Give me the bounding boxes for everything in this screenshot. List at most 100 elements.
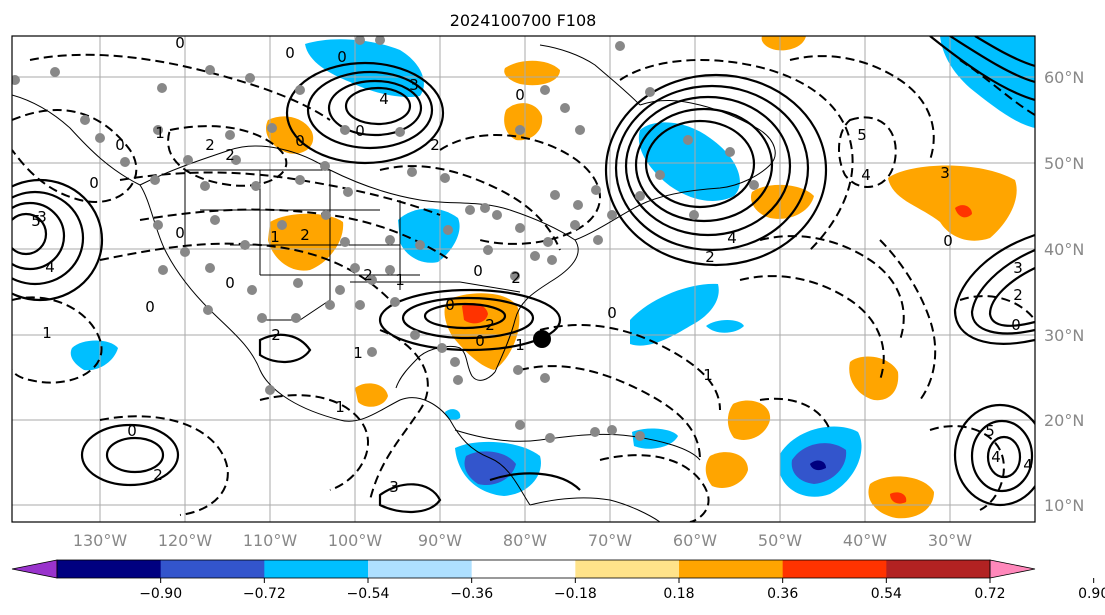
contour-label: 2: [1013, 286, 1023, 304]
contour-label: 1: [395, 271, 405, 289]
lon-label: 40°W: [843, 531, 887, 550]
contour-label: 2: [153, 466, 163, 484]
colorbar-bin: [160, 560, 265, 578]
colorbar-bin: [471, 560, 576, 578]
colorbar-bin: [57, 560, 162, 578]
contour-label: 0: [175, 224, 185, 242]
solid-contours: [12, 36, 1035, 514]
positive-anomaly-area: [355, 383, 388, 407]
contour-label: 0: [1011, 316, 1021, 334]
negative-anomaly-area: [70, 340, 118, 371]
contour-label: 0: [175, 34, 185, 52]
lon-label: 120°W: [158, 531, 213, 550]
lon-label: 50°W: [758, 531, 802, 550]
negative-anomaly-area: [445, 409, 461, 420]
contour-label: 2: [225, 146, 235, 164]
contour-label: 2: [205, 136, 215, 154]
contour-label: 5: [857, 126, 867, 144]
contour-label: 1: [42, 324, 52, 342]
contour-label: 0: [445, 296, 455, 314]
contour-label: 0: [337, 48, 347, 66]
contour-label: 1: [335, 398, 345, 416]
positive-anomaly-area: [265, 116, 314, 154]
lon-label: 110°W: [243, 531, 298, 550]
positive-anomaly-area: [890, 492, 907, 504]
lon-label: 130°W: [73, 531, 128, 550]
negative-anomaly-area: [810, 460, 826, 471]
colorbar-frame: [56, 559, 991, 579]
colorbar-bin: [368, 560, 473, 578]
negative-anomaly-area: [638, 122, 740, 201]
lon-label: 60°W: [673, 531, 717, 550]
contour-label: 0: [115, 136, 125, 154]
contour-label: 1: [155, 124, 165, 142]
colorbar-tick-label: 0.18: [663, 586, 694, 602]
contour-label: 0: [355, 122, 365, 140]
colorbar-tick-label: −0.18: [554, 586, 597, 602]
contour-label: 4: [45, 258, 55, 276]
lon-label: 90°W: [418, 531, 462, 550]
lon-label: 30°W: [928, 531, 972, 550]
lat-label: 40°N: [1044, 240, 1084, 259]
colorbar-tick-label: 0.54: [871, 586, 902, 602]
positive-anomaly-area: [504, 60, 560, 86]
lon-label: 70°W: [588, 531, 632, 550]
contour-label: 0: [89, 174, 99, 192]
contour-label: 1: [270, 228, 280, 246]
colorbar-bin: [264, 560, 369, 578]
negative-anomaly-area: [940, 36, 1035, 128]
contour-label: 1: [515, 336, 525, 354]
hurricane-center-marker: [533, 330, 551, 348]
lat-label: 50°N: [1044, 154, 1084, 173]
colorbar-tick-label: −0.54: [347, 586, 390, 602]
contour-label: 0: [943, 232, 953, 250]
contour-label: 0: [225, 274, 235, 292]
contour-label: 2: [511, 269, 521, 287]
lon-label: 80°W: [503, 531, 547, 550]
positive-anomaly-area: [462, 303, 488, 324]
contour-label: 3: [940, 164, 950, 182]
positive-anomaly-area: [849, 356, 899, 401]
contour-label: 4: [379, 90, 389, 108]
positive-anomaly-area: [761, 36, 806, 51]
contour-label: 1: [353, 344, 363, 362]
lat-label: 10°N: [1044, 496, 1084, 515]
contour-label: 2: [430, 136, 440, 154]
negative-anomaly-area: [706, 320, 744, 333]
station-markers: [12, 36, 759, 443]
colorbar-tick-label: −0.36: [450, 586, 493, 602]
contour-label: 4: [1023, 456, 1033, 474]
contour-label: 4: [861, 166, 871, 184]
colorbar-tick-label: 0.72: [974, 586, 1005, 602]
contour-label: 5: [985, 422, 995, 440]
colorbar-bin: [679, 560, 784, 578]
positive-anomaly-area: [268, 213, 344, 271]
colorbar-ticks: −0.90 −0.72 −0.54 −0.36 −0.18 0.18 0.36 0.54 0.7…: [139, 578, 1105, 602]
contour-label: 2: [705, 248, 715, 266]
map-title: 2024100700 F108: [450, 11, 597, 30]
contour-label: 0: [295, 132, 305, 150]
colorbar-tick-label: −0.72: [243, 586, 286, 602]
contour-label: 2: [300, 226, 310, 244]
contour-label: 0: [607, 304, 617, 322]
lat-label: 20°N: [1044, 411, 1084, 430]
colorbar: [11, 559, 1036, 579]
positive-anomaly-area: [504, 103, 543, 141]
colorbar-tick-label: −0.90: [139, 586, 182, 602]
contour-label: 0: [473, 262, 483, 280]
colorbar-extension-high: [989, 559, 1036, 579]
negative-anomaly-area: [630, 283, 719, 346]
lat-label: 60°N: [1044, 68, 1084, 87]
colorbar-tick-label: 0.90: [1078, 586, 1105, 602]
contour-label: 3: [37, 208, 47, 226]
contour-label: 3: [389, 478, 399, 496]
contour-label: 0: [127, 422, 137, 440]
colorbar-tick-label: 0.36: [767, 586, 798, 602]
longitude-axis: 130°W 120°W 110°W 100°W 90°W 80°W 70°W 6…: [73, 531, 972, 550]
contour-label: 3: [409, 76, 419, 94]
contour-label: 0: [145, 298, 155, 316]
positive-anomaly-area: [750, 184, 814, 219]
contour-label: 0: [285, 44, 295, 62]
